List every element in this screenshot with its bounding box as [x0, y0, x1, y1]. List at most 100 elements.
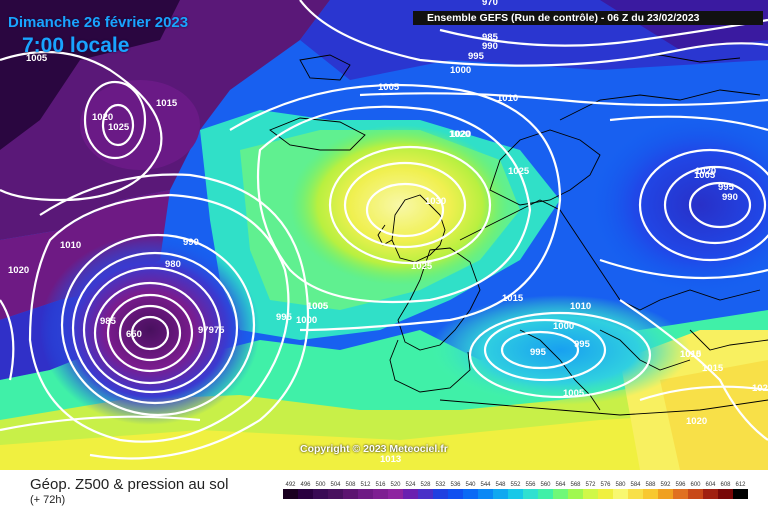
scale-tick-label: 560	[540, 482, 551, 488]
scale-swatch	[613, 489, 628, 499]
scale-swatch	[343, 489, 358, 499]
scale-swatch	[598, 489, 613, 499]
isobar-label: 1013	[380, 454, 401, 465]
isobar-label: 1010	[60, 240, 81, 251]
copyright: Copyright © 2023 Meteociel.fr	[300, 443, 448, 455]
scale-tick-label: 556	[525, 482, 536, 488]
scale-swatch	[373, 489, 388, 499]
scale-swatch	[553, 489, 568, 499]
scale-tick-label: 604	[705, 482, 716, 488]
isobar-label: 1020	[8, 265, 29, 276]
scale-tick-label: 592	[660, 482, 671, 488]
isobar-label: 1015	[502, 293, 524, 304]
isobar-label: 1010	[570, 301, 591, 312]
scale-swatch	[538, 489, 553, 499]
isobar-label: 990	[482, 41, 498, 52]
isobar-labels: 9709859909951000100510101005101510201025…	[8, 0, 768, 465]
isobar-label: 1000	[450, 65, 471, 76]
lead-time-label: (+ 72h)	[30, 494, 66, 506]
isobar-label: 1000	[296, 315, 317, 326]
scale-swatch	[403, 489, 418, 499]
isobar-label: 990	[722, 192, 738, 203]
scale-tick-label: 576	[600, 482, 611, 488]
isobar-label: 1025	[508, 166, 530, 177]
scale-tick-label: 612	[735, 482, 746, 488]
isobar-label: 970	[482, 0, 498, 8]
isobar-label: 995	[468, 51, 485, 62]
isobar-label: 995	[574, 339, 591, 350]
isobar-label: 1010	[680, 349, 701, 360]
scale-swatch	[568, 489, 583, 499]
isobar-label: 650	[126, 329, 142, 340]
scale-swatch	[283, 489, 298, 499]
scale-swatch	[643, 489, 658, 499]
scale-tick-label: 568	[570, 482, 581, 488]
scale-swatch	[583, 489, 598, 499]
scale-tick-label: 512	[360, 482, 371, 488]
scale-swatch	[433, 489, 448, 499]
scale-tick-label: 588	[645, 482, 656, 488]
forecast-date: Dimanche 26 février 2023	[8, 14, 189, 31]
isobar-label: 1020	[695, 166, 716, 177]
scale-tick-label: 524	[405, 482, 416, 488]
scale-tick-label: 500	[315, 482, 326, 488]
isobar-label: 995	[718, 182, 735, 193]
scale-tick-label: 608	[720, 482, 731, 488]
scale-tick-label: 596	[675, 482, 686, 488]
scale-tick-label: 528	[420, 482, 431, 488]
isobar-label: 980	[165, 259, 181, 270]
scale-tick-label: 584	[630, 482, 641, 488]
isobar-label: 102	[752, 383, 768, 394]
isobar-label: 1015	[156, 98, 178, 109]
scale-swatch	[718, 489, 733, 499]
isobar-label: 985	[482, 32, 499, 43]
scale-swatch	[733, 489, 748, 499]
isobar-label: 1005	[694, 170, 716, 181]
isobar-label: 1005	[307, 301, 329, 312]
isobar-label: 1015	[702, 363, 724, 374]
isobar-label: 1015	[680, 349, 702, 360]
isobars	[0, 0, 768, 460]
isobar-label: 1020	[686, 416, 707, 427]
scale-tick-label: 600	[690, 482, 701, 488]
isobar-label: 1005	[563, 388, 585, 399]
scale-swatch	[703, 489, 718, 499]
scale-tick-label: 520	[390, 482, 401, 488]
color-scale: 492 496 500 504 508 512 516 520 524 528 532 536 540 5…	[283, 482, 748, 499]
scale-tick-label: 544	[480, 482, 491, 488]
isobar-label: 990	[183, 237, 199, 248]
isobar-label: 1010	[497, 93, 518, 104]
scale-tick-label: 536	[450, 482, 461, 488]
scale-tick-label: 580	[615, 482, 626, 488]
isobar-label: 995	[530, 347, 547, 358]
isobar-label: 1025	[411, 261, 433, 272]
isobar-label: 1020	[450, 129, 471, 140]
scale-tick-label: 532	[435, 482, 446, 488]
isobar-label: 1030	[425, 196, 446, 207]
scale-swatch	[463, 489, 478, 499]
isobar-label: 97975	[198, 325, 225, 336]
scale-tick-label: 548	[495, 482, 506, 488]
scale-tick-label: 496	[300, 482, 311, 488]
scale-swatch	[313, 489, 328, 499]
isobar-label: 1005	[378, 82, 400, 93]
isobar-label: 1005	[307, 301, 329, 312]
weather-map: 970 985 990 995 1000 1005 1010 1005 1015 1020 1025…	[0, 0, 768, 470]
isobar-label: 1025	[108, 122, 130, 133]
scale-swatch	[523, 489, 538, 499]
scale-swatch	[298, 489, 313, 499]
map-canvas: 9709859909951000100510101005101510201025…	[0, 0, 768, 470]
scale-tick-label: 508	[345, 482, 356, 488]
scale-swatch	[673, 489, 688, 499]
isobar-label: 1005	[26, 53, 48, 64]
scale-swatch	[448, 489, 463, 499]
scale-swatch	[388, 489, 403, 499]
scale-tick-label: 516	[375, 482, 386, 488]
scale-swatch	[328, 489, 343, 499]
scale-swatch	[658, 489, 673, 499]
scale-tick-label: 540	[465, 482, 476, 488]
run-header: Ensemble GEFS (Run de contrôle) - 06 Z d…	[413, 11, 763, 25]
isobar-label: 1000	[553, 321, 574, 332]
scale-swatch	[358, 489, 373, 499]
scale-swatch	[478, 489, 493, 499]
